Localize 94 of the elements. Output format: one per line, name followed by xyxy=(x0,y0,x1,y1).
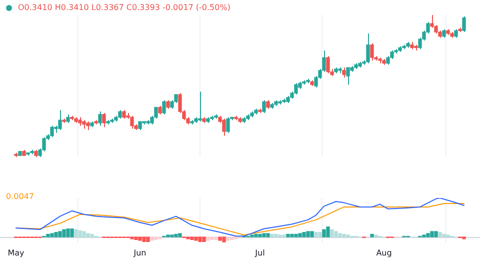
bar xyxy=(66,228,70,238)
bar xyxy=(54,232,58,238)
bar xyxy=(338,233,342,238)
bar xyxy=(46,234,50,238)
x-tick-label: Jul xyxy=(254,248,265,258)
bar xyxy=(370,234,374,238)
bar xyxy=(50,233,54,238)
bar xyxy=(254,234,258,238)
candlestick xyxy=(294,82,298,96)
bar xyxy=(186,236,190,240)
candlestick xyxy=(50,125,54,138)
bar xyxy=(178,233,182,238)
bar xyxy=(274,234,278,238)
candlestick xyxy=(346,67,350,86)
bar xyxy=(346,234,350,238)
bar xyxy=(262,233,266,238)
bar xyxy=(442,234,446,238)
candlestick xyxy=(198,91,202,122)
bar xyxy=(166,234,170,238)
bar xyxy=(342,234,346,238)
bar xyxy=(90,234,94,238)
candlestick xyxy=(98,111,102,126)
chart-title: O0.3410 H0.3410 L0.3367 C0.3393 -0.0017 (-0.50%) xyxy=(18,3,230,12)
bar xyxy=(154,236,158,240)
bar xyxy=(198,236,202,242)
bar xyxy=(210,236,214,240)
bar xyxy=(86,233,90,238)
bar xyxy=(270,234,274,238)
candlestick xyxy=(326,56,330,74)
bar xyxy=(322,229,326,238)
bar xyxy=(230,236,234,240)
bar xyxy=(58,231,62,238)
bar xyxy=(298,233,302,238)
bar xyxy=(286,234,290,238)
bar xyxy=(146,236,150,242)
bar xyxy=(278,234,282,238)
bar xyxy=(434,231,438,238)
bar xyxy=(326,226,330,238)
bar xyxy=(202,236,206,242)
bar xyxy=(318,232,322,238)
bar xyxy=(170,234,174,238)
bar xyxy=(218,236,222,241)
candlestick xyxy=(366,32,370,64)
bar xyxy=(290,234,294,238)
bar xyxy=(206,236,210,241)
bar xyxy=(194,236,198,241)
bar xyxy=(62,229,66,238)
x-tick-label: Jun xyxy=(132,248,146,258)
bar xyxy=(294,234,298,238)
bar xyxy=(422,234,426,238)
candlestick xyxy=(102,112,106,128)
bar xyxy=(74,229,78,238)
candlestick xyxy=(58,110,62,131)
bar xyxy=(190,236,194,240)
bar xyxy=(426,233,430,238)
bar xyxy=(330,229,334,238)
candlestick xyxy=(430,14,434,28)
candlestick xyxy=(130,115,134,130)
bar xyxy=(462,236,466,240)
candlestick xyxy=(462,16,466,33)
bar xyxy=(138,236,142,241)
bar xyxy=(438,232,442,238)
bar xyxy=(226,236,230,241)
candlestick xyxy=(370,42,374,61)
bar xyxy=(150,236,154,241)
candlestick xyxy=(342,67,346,78)
bar xyxy=(214,236,218,240)
bar xyxy=(158,236,162,240)
bar xyxy=(258,234,262,238)
x-tick-label: May xyxy=(8,248,25,258)
bar xyxy=(174,234,178,238)
bar xyxy=(250,234,254,238)
bar xyxy=(430,231,434,238)
bar xyxy=(282,234,286,238)
bar xyxy=(142,236,146,242)
candlestick xyxy=(162,100,166,115)
candlestick xyxy=(226,116,230,134)
bar xyxy=(222,236,226,242)
bar xyxy=(130,236,134,240)
bar xyxy=(134,236,138,240)
bar xyxy=(374,234,378,238)
bar xyxy=(302,232,306,238)
bar xyxy=(314,232,318,238)
bar xyxy=(70,228,74,238)
bar xyxy=(310,231,314,238)
annotation: 0.0047 xyxy=(6,192,34,202)
x-tick-label: Aug xyxy=(376,248,392,258)
candlestick xyxy=(262,100,266,114)
bar xyxy=(234,236,238,240)
bar xyxy=(266,233,270,238)
bar xyxy=(334,231,338,238)
bar xyxy=(446,234,450,238)
bar xyxy=(306,231,310,238)
candlestick xyxy=(222,118,226,136)
